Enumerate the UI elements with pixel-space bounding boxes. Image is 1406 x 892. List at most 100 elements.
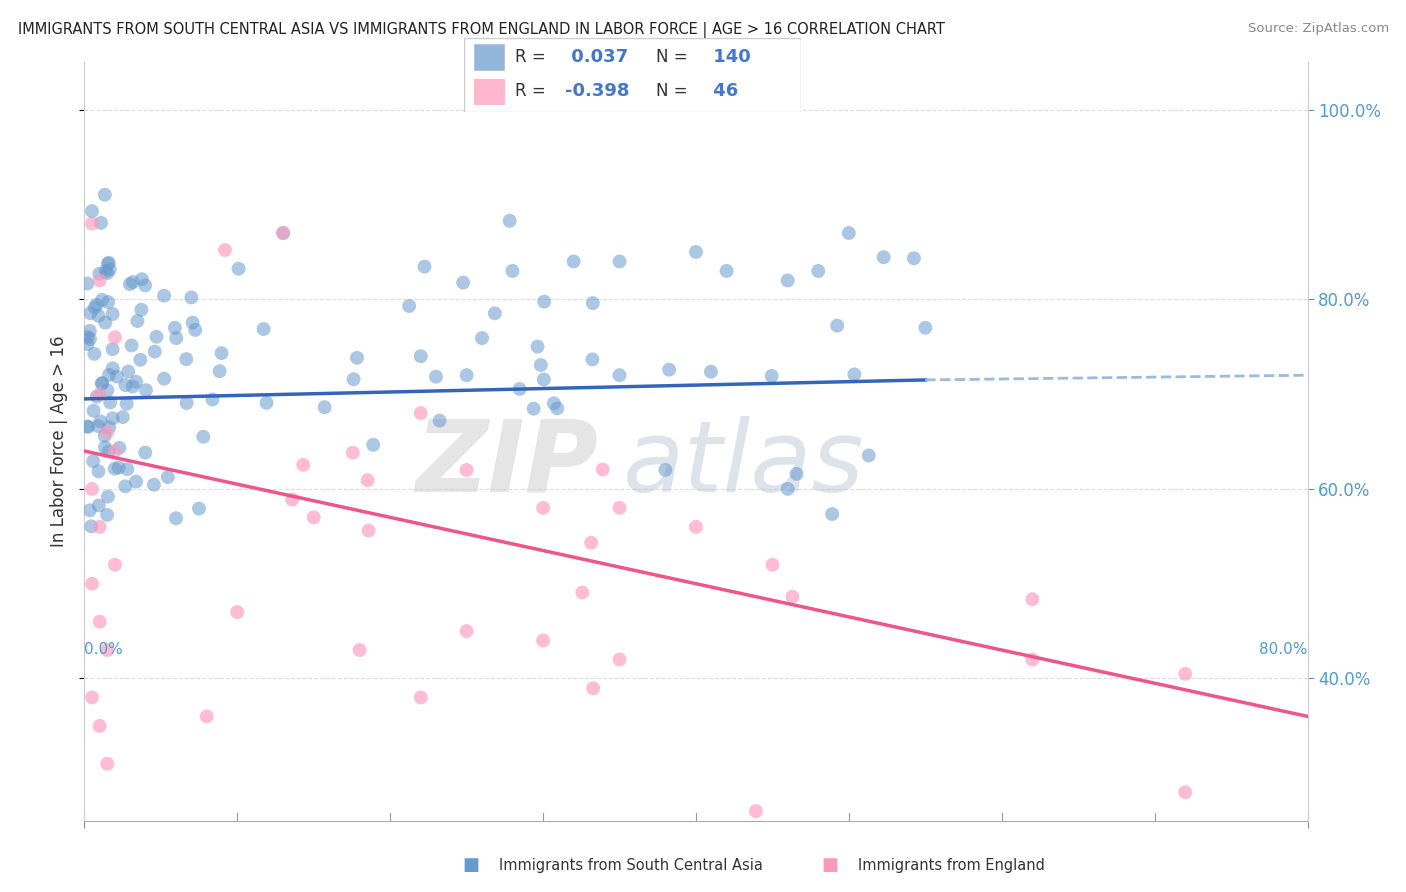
Point bbox=[658, 362, 681, 376]
Point bbox=[127, 314, 149, 328]
Point bbox=[543, 396, 565, 410]
Point bbox=[87, 499, 110, 513]
Point bbox=[609, 500, 631, 515]
Point bbox=[93, 429, 115, 443]
Text: IMMIGRANTS FROM SOUTH CENTRAL ASIA VS IMMIGRANTS FROM ENGLAND IN LABOR FORCE | A: IMMIGRANTS FROM SOUTH CENTRAL ASIA VS IM… bbox=[18, 22, 945, 38]
Point bbox=[98, 262, 121, 277]
Point bbox=[76, 277, 98, 291]
Point bbox=[108, 441, 131, 455]
Point bbox=[97, 295, 120, 310]
Text: -0.398: -0.398 bbox=[565, 82, 630, 100]
Point bbox=[456, 463, 478, 477]
Point bbox=[80, 690, 103, 705]
Point bbox=[533, 294, 555, 309]
Point bbox=[821, 507, 844, 521]
Point bbox=[271, 226, 294, 240]
Text: ZIP: ZIP bbox=[415, 416, 598, 513]
Bar bbox=[474, 78, 505, 104]
Point bbox=[498, 214, 520, 228]
Point bbox=[96, 643, 118, 657]
Point bbox=[357, 524, 380, 538]
Point bbox=[134, 278, 156, 293]
Point bbox=[413, 260, 436, 274]
Point bbox=[101, 307, 124, 321]
Point bbox=[165, 511, 187, 525]
Point bbox=[83, 301, 105, 315]
Point bbox=[89, 520, 111, 534]
Point bbox=[302, 510, 325, 524]
Point bbox=[281, 492, 304, 507]
Point bbox=[456, 624, 478, 639]
Point bbox=[582, 296, 605, 310]
Point bbox=[188, 501, 211, 516]
Point bbox=[83, 403, 105, 417]
Point bbox=[97, 256, 120, 270]
Point bbox=[96, 508, 118, 522]
Point bbox=[342, 372, 364, 386]
Text: Immigrants from South Central Asia: Immigrants from South Central Asia bbox=[499, 858, 763, 872]
Point bbox=[256, 396, 278, 410]
Point bbox=[79, 503, 101, 517]
Text: R =: R = bbox=[515, 47, 546, 66]
Point bbox=[80, 217, 103, 231]
Point bbox=[579, 535, 602, 549]
Point bbox=[86, 390, 108, 404]
Point bbox=[87, 464, 110, 478]
Point bbox=[181, 316, 204, 330]
Point bbox=[174, 352, 197, 367]
Text: ■: ■ bbox=[463, 856, 479, 874]
Text: 0.037: 0.037 bbox=[565, 47, 628, 66]
Point bbox=[562, 254, 585, 268]
Point bbox=[77, 419, 100, 434]
Point bbox=[125, 475, 148, 489]
Point bbox=[96, 425, 118, 439]
Point bbox=[97, 444, 120, 458]
Point bbox=[117, 462, 139, 476]
Point bbox=[105, 369, 128, 384]
Point bbox=[745, 804, 768, 818]
Point bbox=[825, 318, 848, 333]
Point bbox=[1174, 785, 1197, 799]
Point bbox=[80, 576, 103, 591]
Point bbox=[142, 477, 165, 491]
Point bbox=[143, 344, 166, 359]
Point bbox=[115, 397, 138, 411]
Point bbox=[456, 368, 478, 383]
Point bbox=[425, 369, 447, 384]
Point bbox=[131, 302, 153, 317]
Point bbox=[872, 250, 894, 264]
Point bbox=[776, 273, 799, 287]
Point bbox=[409, 349, 432, 363]
Point bbox=[129, 352, 152, 367]
Point bbox=[208, 364, 231, 378]
Point bbox=[98, 420, 121, 434]
Point bbox=[121, 379, 143, 393]
Point bbox=[716, 264, 738, 278]
Point bbox=[523, 401, 546, 416]
Point bbox=[101, 361, 124, 376]
Text: N =: N = bbox=[657, 47, 688, 66]
Point bbox=[153, 288, 176, 302]
Point bbox=[1021, 652, 1043, 666]
Point bbox=[1021, 592, 1043, 607]
Point bbox=[571, 585, 593, 599]
Point bbox=[533, 372, 555, 386]
Point bbox=[96, 266, 118, 280]
Point bbox=[581, 352, 603, 367]
Point bbox=[165, 331, 187, 345]
Point bbox=[111, 410, 134, 425]
Point bbox=[346, 351, 368, 365]
Y-axis label: In Labor Force | Age > 16: In Labor Force | Age > 16 bbox=[51, 335, 69, 548]
Point bbox=[180, 290, 202, 304]
Point bbox=[145, 330, 167, 344]
Point bbox=[76, 337, 98, 351]
Point bbox=[776, 482, 799, 496]
Point bbox=[786, 467, 808, 481]
Point bbox=[117, 365, 139, 379]
Point bbox=[582, 681, 605, 696]
Point bbox=[349, 643, 371, 657]
Point bbox=[134, 445, 156, 459]
Point bbox=[226, 605, 249, 619]
Point bbox=[97, 490, 120, 504]
Text: Immigrants from England: Immigrants from England bbox=[858, 858, 1045, 872]
